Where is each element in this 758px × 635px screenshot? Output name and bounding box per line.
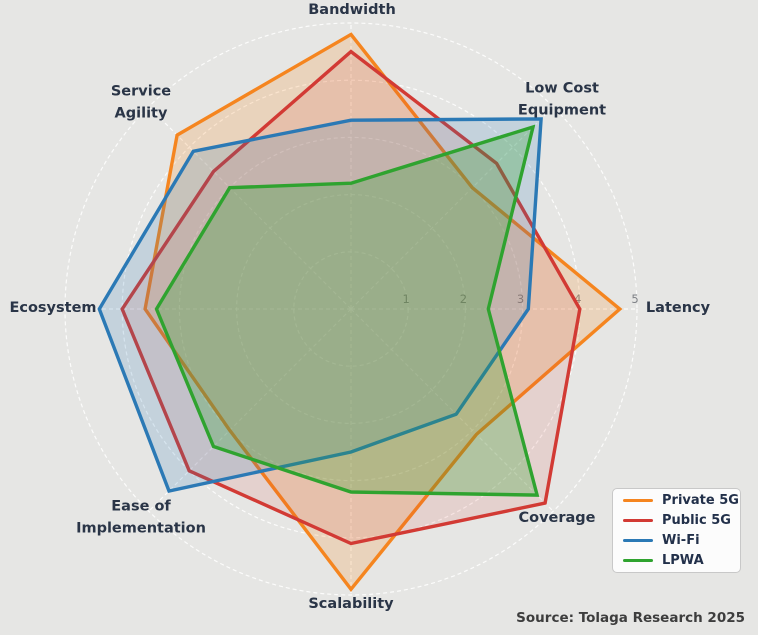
radial-tick-1: 1 bbox=[403, 292, 410, 306]
legend-label: Private 5G bbox=[662, 493, 739, 508]
legend-label: LPWA bbox=[662, 553, 704, 568]
grid-spoke-1 bbox=[350, 106, 554, 310]
legend-swatch bbox=[623, 518, 653, 523]
radial-tick-3: 3 bbox=[517, 292, 524, 306]
grid-ring-5 bbox=[64, 22, 638, 596]
radial-tick-2: 2 bbox=[460, 292, 467, 306]
source-note: Source: Tolaga Research 2025 bbox=[516, 610, 745, 626]
legend-item-public-5g: Public 5G bbox=[623, 513, 731, 528]
legend-swatch bbox=[623, 558, 653, 563]
grid-spoke-3 bbox=[350, 308, 554, 512]
legend-item-wi-fi: Wi-Fi bbox=[623, 533, 728, 548]
legend-label: Wi-Fi bbox=[662, 533, 700, 548]
series-polygon-public-5g bbox=[120, 49, 582, 546]
radial-tick-4: 4 bbox=[574, 292, 581, 306]
grid-spoke-5 bbox=[148, 308, 352, 512]
series-polygon-wi-fi bbox=[97, 117, 543, 493]
grid-spoke-7 bbox=[148, 106, 352, 310]
legend-item-lpwa: LPWA bbox=[623, 553, 728, 568]
chart-legend: Private 5G Public 5G Wi-Fi LPWA bbox=[612, 488, 741, 573]
radial-tick-5: 5 bbox=[631, 292, 638, 306]
legend-swatch bbox=[623, 498, 653, 503]
legend-swatch bbox=[623, 538, 653, 543]
legend-item-private-5g: Private 5G bbox=[623, 493, 739, 508]
legend-label: Public 5G bbox=[662, 513, 731, 528]
series-polygon-lpwa bbox=[154, 124, 540, 497]
